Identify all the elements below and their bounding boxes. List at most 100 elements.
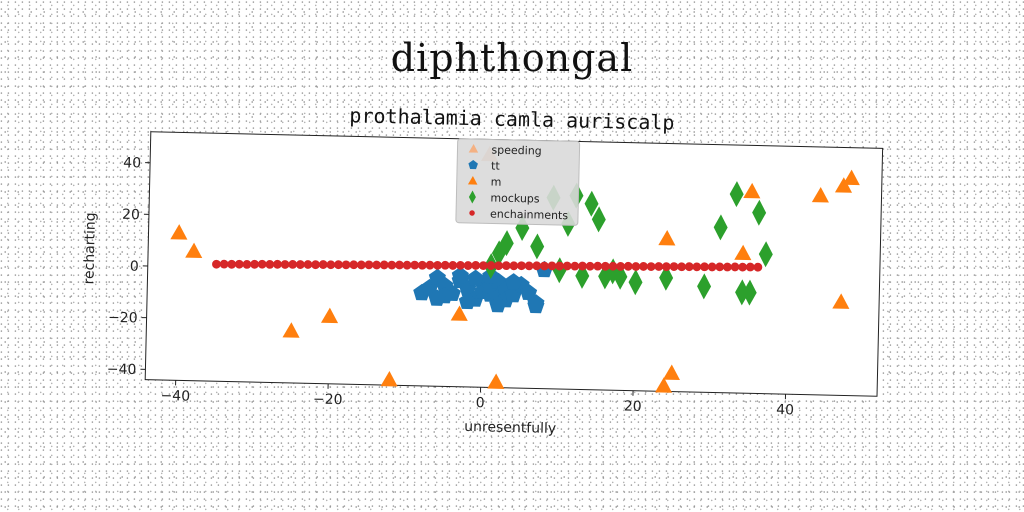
point-enchainments <box>684 262 694 272</box>
point-enchainments <box>402 260 412 270</box>
point-enchainments <box>471 261 481 270</box>
point-enchainments <box>288 260 298 269</box>
y-tick-label: 40 <box>123 155 141 171</box>
point-enchainments <box>326 260 336 270</box>
point-enchainments <box>707 262 717 272</box>
point-enchainments <box>616 262 626 271</box>
point-m <box>320 307 339 324</box>
point-enchainments <box>722 262 732 272</box>
legend[interactable]: speeding tt m mockups enchainments <box>455 138 581 226</box>
point-enchainments <box>539 261 549 271</box>
point-m <box>658 230 676 246</box>
point-m <box>185 242 203 259</box>
point-tt <box>489 295 507 313</box>
legend-label-tt: tt <box>491 159 501 172</box>
legend-label-mockups: mockups <box>490 191 540 205</box>
point-enchainments <box>463 261 473 270</box>
point-tt <box>428 289 446 306</box>
point-enchainments <box>478 261 488 271</box>
point-m <box>834 177 853 193</box>
point-mockups <box>659 264 674 291</box>
point-enchainments <box>356 260 366 270</box>
x-tick-label: −20 <box>313 391 343 408</box>
point-enchainments <box>456 260 465 270</box>
point-enchainments <box>578 261 587 271</box>
point-enchainments <box>303 260 313 269</box>
point-mockups <box>628 269 643 296</box>
point-enchainments <box>669 262 679 271</box>
legend-marker-speeding <box>468 144 479 153</box>
point-mockups <box>713 214 728 241</box>
legend-label-enchainments: enchainments <box>490 207 569 222</box>
point-enchainments <box>562 261 572 271</box>
point-enchainments <box>593 261 603 271</box>
point-mockups <box>591 206 606 233</box>
point-enchainments <box>623 261 633 271</box>
point-tt <box>520 283 538 301</box>
point-enchainments <box>700 262 709 272</box>
point-enchainments <box>425 260 435 270</box>
point-mockups <box>729 181 744 208</box>
point-enchainments <box>639 262 648 271</box>
point-enchainments <box>570 261 580 271</box>
point-mockups <box>575 262 590 289</box>
point-enchainments <box>341 260 351 270</box>
point-enchainments <box>372 260 382 270</box>
point-m <box>734 244 752 261</box>
point-enchainments <box>410 260 420 270</box>
point-enchainments <box>745 262 755 272</box>
point-enchainments <box>257 259 267 269</box>
point-mockups <box>530 233 545 260</box>
point-enchainments <box>555 261 565 271</box>
x-tick-label: 40 <box>776 402 794 418</box>
point-m <box>743 182 761 199</box>
point-enchainments <box>448 261 458 270</box>
legend-marker-enchainments <box>469 210 475 216</box>
point-mockups <box>499 230 514 257</box>
point-enchainments <box>730 262 740 272</box>
point-enchainments <box>295 260 305 269</box>
legend-label-m: m <box>491 175 502 188</box>
point-enchainments <box>234 259 244 269</box>
point-enchainments <box>753 262 763 272</box>
y-axis: −40 −20 0 20 40 <box>107 155 151 378</box>
x-tick-label: −40 <box>160 388 190 405</box>
point-mockups <box>584 190 599 217</box>
point-enchainments <box>349 260 359 270</box>
point-enchainments <box>600 261 610 271</box>
point-mockups <box>613 263 628 290</box>
point-enchainments <box>242 260 252 269</box>
point-enchainments <box>417 260 427 270</box>
point-enchainments <box>227 259 237 269</box>
point-tt <box>505 273 523 290</box>
point-enchainments <box>395 260 404 270</box>
point-enchainments <box>334 260 343 270</box>
point-mockups <box>752 199 767 226</box>
page-title: diphthongal <box>390 36 634 80</box>
point-m <box>662 364 680 381</box>
point-enchainments <box>547 261 557 271</box>
point-enchainments <box>311 260 320 270</box>
y-tick-label: 0 <box>130 259 139 275</box>
point-enchainments <box>524 261 534 271</box>
y-tick-label: −20 <box>108 310 138 327</box>
point-enchainments <box>509 261 519 271</box>
point-m <box>842 169 860 186</box>
point-m <box>170 224 188 240</box>
point-enchainments <box>379 260 389 270</box>
point-enchainments <box>494 261 504 271</box>
point-enchainments <box>692 262 702 272</box>
point-enchainments <box>280 260 290 269</box>
point-enchainments <box>501 261 511 271</box>
legend-marker-m <box>467 176 478 185</box>
point-enchainments <box>677 262 687 272</box>
point-m <box>380 371 398 387</box>
point-enchainments <box>212 259 221 269</box>
point-enchainments <box>318 260 328 269</box>
point-enchainments <box>387 260 397 270</box>
data-marks <box>170 145 860 393</box>
point-m <box>832 293 850 309</box>
point-tt <box>466 269 485 287</box>
point-enchainments <box>486 261 496 270</box>
